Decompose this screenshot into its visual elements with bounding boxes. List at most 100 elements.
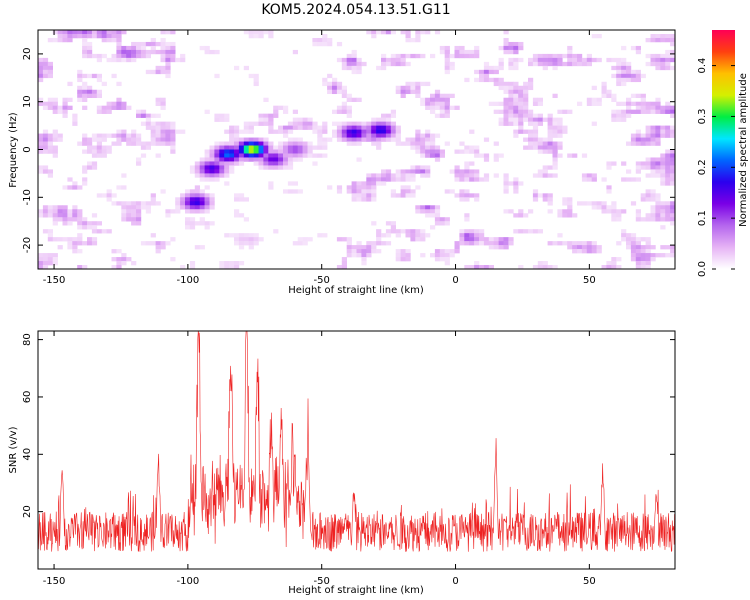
heatmap-cell [126,133,132,138]
heatmap-cell [425,133,431,138]
heatmap-cell [376,137,382,142]
heatmap-cell [483,69,490,75]
heatmap-cell [351,193,357,198]
heatmap-cell [655,213,661,218]
heatmap-cell [479,241,485,246]
heatmap-cell [87,93,93,99]
heatmap-cell [116,101,122,106]
heatmap-cell [238,141,245,146]
heatmap-cell [351,129,357,134]
heatmap-cell [82,225,88,230]
heatmap-cell [400,169,406,174]
y-tick-label: 20 [22,48,33,61]
heatmap-cell [356,69,362,75]
heatmap-cell [630,201,637,206]
heatmap-cell [341,129,347,134]
heatmap-cell [341,61,347,67]
heatmap-cell [376,30,382,35]
heatmap-cell [336,129,343,134]
heatmap-cell [557,153,563,158]
heatmap-cell [381,129,387,134]
heatmap-cell [410,81,416,87]
heatmap-cell [400,61,406,67]
heatmap-cell [635,249,641,254]
heatmap-cell [415,205,421,210]
heatmap-cell [381,169,387,174]
heatmap-cell [454,149,460,154]
heatmap-cell [626,109,632,114]
heatmap-cell [650,197,656,202]
heatmap-cell [621,81,627,87]
heatmap-cell [621,177,627,182]
y-tick-label: 10 [22,95,33,108]
heatmap-cell [351,57,357,63]
heatmap-cell [248,233,254,238]
heatmap-cell [464,145,470,150]
heatmap-cell [194,185,200,190]
heatmap-cell [557,117,563,122]
heatmap-cell [204,149,210,154]
heatmap-cell [518,229,524,234]
heatmap-cell [474,49,480,55]
heatmap-cell [160,30,166,35]
heatmap-cell [586,241,592,246]
heatmap-cell [126,257,132,262]
heatmap-cell [297,121,303,126]
heatmap-cell [121,173,127,178]
heatmap-cell [87,241,93,246]
heatmap-cell [72,113,78,118]
heatmap-cell [140,205,147,210]
heatmap-cell [513,97,519,102]
heatmap-cell [400,53,406,59]
heatmap-cell [670,177,675,182]
heatmap-cell [204,209,210,214]
heatmap-cell [116,105,122,110]
heatmap-cell [528,109,534,114]
heatmap-cell [258,117,264,122]
heatmap-cell [405,85,411,91]
heatmap-cell [449,61,455,67]
heatmap-cell [361,253,367,258]
heatmap-cell [96,221,102,226]
heatmap-cell [52,217,58,222]
heatmap-cell [464,189,470,194]
heatmap-cell [665,125,671,130]
heatmap-cell [655,141,661,146]
heatmap-cell [400,257,406,262]
heatmap-cell [126,53,132,59]
heatmap-cell [204,49,210,55]
heatmap-cell [635,257,641,262]
heatmap-cell [165,73,171,79]
heatmap-cell [469,161,475,166]
heatmap-cell [395,229,401,234]
heatmap-cell [116,133,122,138]
heatmap-cell [126,57,132,63]
heatmap-cell [336,105,343,110]
heatmap-cell [444,141,450,146]
heatmap-cell [238,261,245,266]
heatmap-cell [126,209,132,214]
heatmap-cell [655,33,661,39]
heatmap-cell [77,30,83,35]
heatmap-cell [420,153,426,158]
heatmap-cell [552,93,558,99]
heatmap-cell [106,229,112,234]
heatmap-cell [557,213,563,218]
heatmap-cell [150,241,156,246]
heatmap-cell [611,261,617,266]
heatmap-cell [469,177,475,182]
heatmap-cell [136,157,142,162]
heatmap-cell [91,53,98,59]
heatmap-cell [111,265,117,269]
heatmap-cell [537,101,543,106]
heatmap-cell [82,169,88,174]
heatmap-cell [395,141,401,146]
heatmap-cell [145,241,151,246]
heatmap-cell [185,189,191,194]
heatmap-cell [655,165,661,170]
heatmap-cell [464,173,470,178]
heatmap-cell [528,85,534,91]
heatmap-cell [567,45,573,51]
heatmap-cell [47,257,53,262]
heatmap-cell [131,57,137,63]
